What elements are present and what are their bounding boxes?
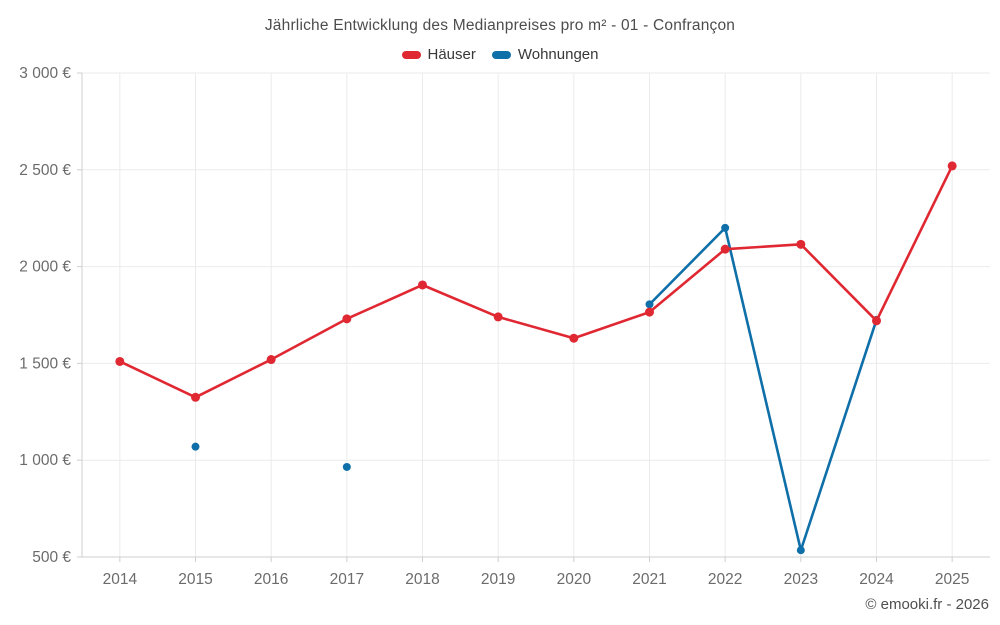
data-point-haeuser-2021[interactable] [645,307,654,317]
x-axis-label: 2015 [178,571,212,588]
y-axis-label: 2 500 € [19,162,71,179]
x-axis-label: 2016 [254,571,288,588]
y-axis-label: 1 000 € [19,452,71,469]
x-axis-label: 2023 [784,571,818,588]
x-axis-label: 2014 [103,571,138,588]
legend-item-wohnungen[interactable]: Wohnungen [491,46,599,63]
copyright-text: © emooki.fr - 2026 [865,596,989,613]
legend-item-haeuser[interactable]: Häuser [401,46,476,63]
data-point-wohnungen-2017[interactable] [342,462,351,471]
series-line-wohnungen [648,226,878,552]
legend-label: Wohnungen [517,46,599,63]
data-point-wohnungen-2023[interactable] [796,546,805,555]
data-point-haeuser-2014[interactable] [115,356,125,366]
y-axis-label: 2 000 € [19,259,71,276]
x-axis-label: 2025 [935,571,969,588]
x-axis-label: 2018 [405,571,439,588]
data-point-haeuser-2019[interactable] [493,312,503,322]
data-point-wohnungen-2021[interactable] [645,300,654,309]
x-axis-label: 2022 [708,571,742,588]
x-axis-label: 2024 [859,571,894,588]
data-point-haeuser-2017[interactable] [342,314,352,324]
data-point-haeuser-2023[interactable] [796,239,806,249]
data-point-haeuser-2015[interactable] [191,392,200,402]
data-point-haeuser-2018[interactable] [418,280,427,290]
data-point-haeuser-2016[interactable] [266,355,276,365]
chart-title: Jährliche Entwicklung des Medianpreises … [264,17,736,34]
x-axis-label: 2017 [330,571,364,588]
data-point-haeuser-2025[interactable] [947,161,957,171]
x-axis-label: 2019 [481,571,515,588]
legend-swatch-wohnungen [491,50,511,59]
y-axis-label: 3 000 € [19,65,71,82]
chart-legend: Häuser Wohnungen [0,46,1000,63]
x-axis-label: 2020 [557,571,592,588]
data-point-wohnungen-2015[interactable] [191,442,200,451]
y-axis-label: 500 € [32,549,71,566]
data-point-haeuser-2020[interactable] [569,333,579,343]
data-point-wohnungen-2022[interactable] [721,223,730,232]
x-axis-label: 2021 [632,571,666,588]
data-point-haeuser-2024[interactable] [872,316,881,326]
series-line-haeuser [118,164,954,399]
data-point-haeuser-2022[interactable] [720,244,730,254]
y-axis-label: 1 500 € [19,355,71,372]
legend-swatch-haeuser [401,50,421,59]
legend-label: Häuser [427,46,476,63]
